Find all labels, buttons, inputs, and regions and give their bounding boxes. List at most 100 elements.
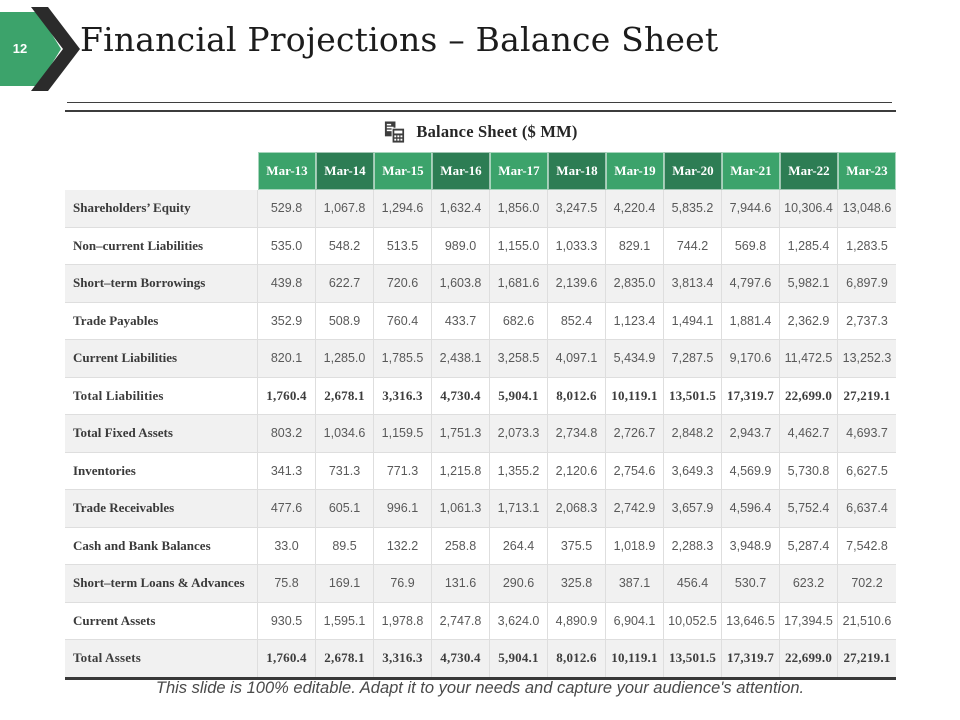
- cell-value: 5,730.8: [780, 452, 838, 490]
- row-label: Trade Payables: [65, 302, 258, 340]
- column-header-mar-20: Mar-20: [664, 152, 722, 190]
- cell-value: 258.8: [432, 527, 490, 565]
- cell-value: 2,848.2: [664, 415, 722, 453]
- cell-value: 1,713.1: [490, 490, 548, 528]
- row-label: Total Assets: [65, 640, 258, 677]
- cell-value: 1,285.0: [316, 340, 374, 378]
- cell-value: 3,316.3: [374, 640, 432, 677]
- cell-value: 2,438.1: [432, 340, 490, 378]
- cell-value: 731.3: [316, 452, 374, 490]
- cell-value: 22,699.0: [780, 640, 838, 677]
- cell-value: 13,501.5: [664, 377, 722, 415]
- cell-value: 132.2: [374, 527, 432, 565]
- cell-value: 1,760.4: [258, 640, 316, 677]
- row-label: Total Liabilities: [65, 377, 258, 415]
- cell-value: 456.4: [664, 565, 722, 603]
- table-row: Trade Receivables 477.6 605.1 996.1 1,061.3 1…: [65, 490, 896, 528]
- table-row: Short–term Loans & Advances 75.8 169.1 76.9…: [65, 565, 896, 603]
- cell-value: 1,018.9: [606, 527, 664, 565]
- cell-value: 852.4: [548, 302, 606, 340]
- cell-value: 513.5: [374, 227, 432, 265]
- cell-value: 1,159.5: [374, 415, 432, 453]
- cell-value: 5,835.2: [664, 190, 722, 228]
- cell-value: 2,747.8: [432, 602, 490, 640]
- cell-value: 7,287.5: [664, 340, 722, 378]
- cell-value: 1,033.3: [548, 227, 606, 265]
- cell-value: 341.3: [258, 452, 316, 490]
- cell-value: 3,813.4: [664, 265, 722, 303]
- cell-value: 4,596.4: [722, 490, 780, 528]
- cell-value: 4,730.4: [432, 640, 490, 677]
- cell-value: 8,012.6: [548, 640, 606, 677]
- row-label: Current Assets: [65, 602, 258, 640]
- cell-value: 8,012.6: [548, 377, 606, 415]
- cell-value: 622.7: [316, 265, 374, 303]
- cell-value: 605.1: [316, 490, 374, 528]
- cell-value: 4,890.9: [548, 602, 606, 640]
- table-row: Cash and Bank Balances 33.0 89.5 132.2 258.8…: [65, 527, 896, 565]
- cell-value: 21,510.6: [838, 602, 896, 640]
- cell-value: 10,052.5: [664, 602, 722, 640]
- cell-value: 17,319.7: [722, 640, 780, 677]
- chevron-arrow-right-icon: [0, 7, 80, 91]
- corner-cell: [65, 152, 258, 190]
- cell-value: 1,751.3: [432, 415, 490, 453]
- page-number-badge: 12: [0, 4, 84, 94]
- slide-title: Financial Projections – Balance Sheet: [80, 20, 719, 59]
- cell-value: 4,797.6: [722, 265, 780, 303]
- cell-value: 264.4: [490, 527, 548, 565]
- row-label: Trade Receivables: [65, 490, 258, 528]
- cell-value: 10,306.4: [780, 190, 838, 228]
- table-row: Trade Payables 352.9 508.9 760.4 433.7 682.6 8…: [65, 302, 896, 340]
- cell-value: 2,943.7: [722, 415, 780, 453]
- cell-value: 2,139.6: [548, 265, 606, 303]
- cell-value: 623.2: [780, 565, 838, 603]
- cell-value: 1,067.8: [316, 190, 374, 228]
- cell-value: 2,742.9: [606, 490, 664, 528]
- table-body: Shareholders’ Equity 529.8 1,067.8 1,294.6 1…: [65, 190, 896, 677]
- cell-value: 1,978.8: [374, 602, 432, 640]
- cell-value: 1,355.2: [490, 452, 548, 490]
- cell-value: 6,897.9: [838, 265, 896, 303]
- table-row: Current Assets 930.5 1,595.1 1,978.8 2,747.8…: [65, 602, 896, 640]
- column-header-mar-16: Mar-16: [432, 152, 490, 190]
- cell-value: 1,681.6: [490, 265, 548, 303]
- cell-value: 4,730.4: [432, 377, 490, 415]
- cell-value: 1,155.0: [490, 227, 548, 265]
- cell-value: 3,624.0: [490, 602, 548, 640]
- cell-value: 4,569.9: [722, 452, 780, 490]
- row-label: Inventories: [65, 452, 258, 490]
- cell-value: 6,637.4: [838, 490, 896, 528]
- table-caption-bar: Balance Sheet ($ MM): [65, 112, 896, 152]
- cell-value: 1,285.4: [780, 227, 838, 265]
- cell-value: 2,737.3: [838, 302, 896, 340]
- table-row: Total Liabilities 1,760.4 2,678.1 3,316.3 4,…: [65, 377, 896, 415]
- cell-value: 5,982.1: [780, 265, 838, 303]
- cell-value: 5,752.4: [780, 490, 838, 528]
- cell-value: 1,881.4: [722, 302, 780, 340]
- row-label: Shareholders’ Equity: [65, 190, 258, 228]
- cell-value: 3,948.9: [722, 527, 780, 565]
- column-header-mar-19: Mar-19: [606, 152, 664, 190]
- cell-value: 702.2: [838, 565, 896, 603]
- cell-value: 930.5: [258, 602, 316, 640]
- table-row: Inventories 341.3 731.3 771.3 1,215.8 1,355.2…: [65, 452, 896, 490]
- cell-value: 11,472.5: [780, 340, 838, 378]
- cell-value: 1,215.8: [432, 452, 490, 490]
- cell-value: 2,362.9: [780, 302, 838, 340]
- table-row: Total Fixed Assets 803.2 1,034.6 1,159.5 1,7…: [65, 415, 896, 453]
- cell-value: 2,120.6: [548, 452, 606, 490]
- cell-value: 387.1: [606, 565, 664, 603]
- cell-value: 5,287.4: [780, 527, 838, 565]
- cell-value: 2,754.6: [606, 452, 664, 490]
- cell-value: 820.1: [258, 340, 316, 378]
- cell-value: 569.8: [722, 227, 780, 265]
- cell-value: 1,760.4: [258, 377, 316, 415]
- column-header-mar-15: Mar-15: [374, 152, 432, 190]
- cell-value: 2,678.1: [316, 377, 374, 415]
- cell-value: 352.9: [258, 302, 316, 340]
- cell-value: 13,646.5: [722, 602, 780, 640]
- cell-value: 1,034.6: [316, 415, 374, 453]
- balance-sheet-table: Balance Sheet ($ MM) Mar-13 Mar-14 Mar-15 M…: [65, 110, 896, 680]
- cell-value: 2,068.3: [548, 490, 606, 528]
